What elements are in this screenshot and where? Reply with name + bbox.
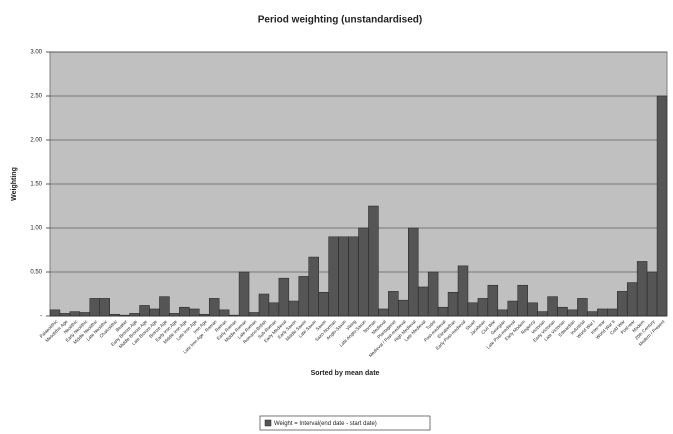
y-tick-label: 3.00 xyxy=(30,50,42,56)
bar xyxy=(567,309,578,317)
bar xyxy=(507,300,518,317)
bar xyxy=(467,302,479,317)
bar xyxy=(378,308,389,317)
bar xyxy=(497,309,509,317)
bar xyxy=(597,308,608,317)
bar xyxy=(139,305,150,317)
bar xyxy=(89,298,101,317)
x-axis-title: Sorted by mean date xyxy=(311,370,380,377)
bar xyxy=(49,309,61,317)
bar xyxy=(398,299,409,317)
legend-box xyxy=(259,415,431,431)
bar xyxy=(238,271,250,317)
bar xyxy=(527,302,538,317)
bar xyxy=(517,284,528,317)
y-axis-title: Weighting xyxy=(11,167,18,201)
bar xyxy=(477,298,489,317)
bar xyxy=(417,286,429,317)
bar xyxy=(298,276,309,317)
bar xyxy=(636,261,648,317)
bar xyxy=(547,296,558,317)
bar xyxy=(626,282,638,317)
bar xyxy=(437,306,449,317)
bar xyxy=(427,271,439,317)
legend-label: Weight = Interval(end date - start date) xyxy=(274,421,377,427)
y-tick-label: 1.00 xyxy=(30,226,42,232)
bar xyxy=(616,291,628,317)
bar xyxy=(258,293,270,317)
bar xyxy=(308,256,319,317)
bar xyxy=(318,291,329,317)
bar xyxy=(99,298,110,317)
y-tick-label: 2.00 xyxy=(30,138,42,144)
bar xyxy=(358,227,369,317)
y-tick-label: 1.50 xyxy=(30,182,42,188)
bar xyxy=(447,291,459,317)
bar xyxy=(388,291,399,317)
bar xyxy=(69,311,81,317)
bar xyxy=(537,311,548,317)
bar xyxy=(457,265,469,317)
bar xyxy=(268,302,280,317)
bar xyxy=(288,300,300,317)
bar xyxy=(338,236,349,317)
y-tick-label: - xyxy=(40,314,42,320)
bar xyxy=(348,236,359,317)
bar xyxy=(218,309,230,317)
bar xyxy=(557,306,568,317)
bar xyxy=(487,284,499,317)
bar xyxy=(646,271,658,317)
bar xyxy=(408,227,419,317)
chart-title: Period weighting (unstandardised) xyxy=(258,15,422,26)
y-tick-label: 0.50 xyxy=(30,270,42,276)
bar xyxy=(587,311,598,317)
bar xyxy=(79,312,91,317)
bar xyxy=(577,298,588,317)
bar xyxy=(149,308,160,317)
y-tick-label: 2.50 xyxy=(30,94,42,100)
bar xyxy=(208,298,220,317)
legend-swatch xyxy=(264,419,272,427)
bar xyxy=(368,205,379,317)
bar xyxy=(248,312,260,317)
bar xyxy=(189,308,200,317)
bar xyxy=(159,296,170,317)
bar xyxy=(179,306,190,317)
bar xyxy=(656,95,668,317)
bar xyxy=(607,308,618,317)
bar xyxy=(278,277,290,317)
bar xyxy=(328,236,339,317)
